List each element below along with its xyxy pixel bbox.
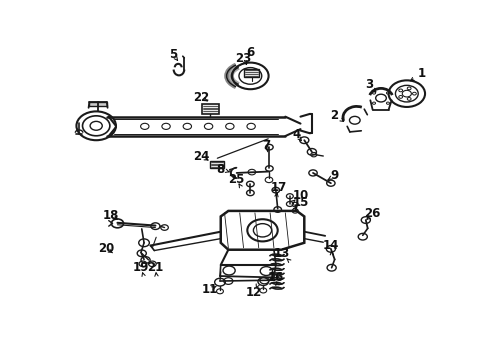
Text: 21: 21 (147, 261, 164, 274)
Text: 6: 6 (246, 46, 254, 59)
Text: 7: 7 (262, 139, 270, 152)
Text: 12: 12 (246, 286, 262, 299)
Bar (202, 104, 219, 114)
Text: 16: 16 (268, 271, 284, 284)
Text: 26: 26 (365, 207, 381, 220)
Text: 10: 10 (293, 189, 309, 202)
Bar (89, 102, 107, 105)
Text: 14: 14 (323, 239, 339, 252)
Text: 13: 13 (273, 247, 290, 260)
Text: 8: 8 (217, 163, 225, 176)
Text: 9: 9 (331, 169, 339, 182)
Text: 4: 4 (293, 128, 301, 141)
Text: 11: 11 (201, 283, 218, 296)
Text: 25: 25 (228, 172, 244, 185)
Text: 5: 5 (169, 48, 177, 61)
Text: 23: 23 (235, 52, 252, 65)
Text: 20: 20 (98, 242, 114, 255)
Text: 22: 22 (193, 91, 209, 104)
Bar (245, 69, 259, 77)
Text: 17: 17 (270, 181, 287, 194)
Text: 19: 19 (133, 261, 149, 274)
Text: 15: 15 (293, 196, 309, 209)
Bar (211, 161, 224, 168)
Text: 18: 18 (102, 208, 119, 221)
Text: 24: 24 (193, 150, 209, 163)
Text: 3: 3 (365, 78, 373, 91)
Text: 2: 2 (331, 109, 339, 122)
Text: 1: 1 (418, 67, 426, 80)
